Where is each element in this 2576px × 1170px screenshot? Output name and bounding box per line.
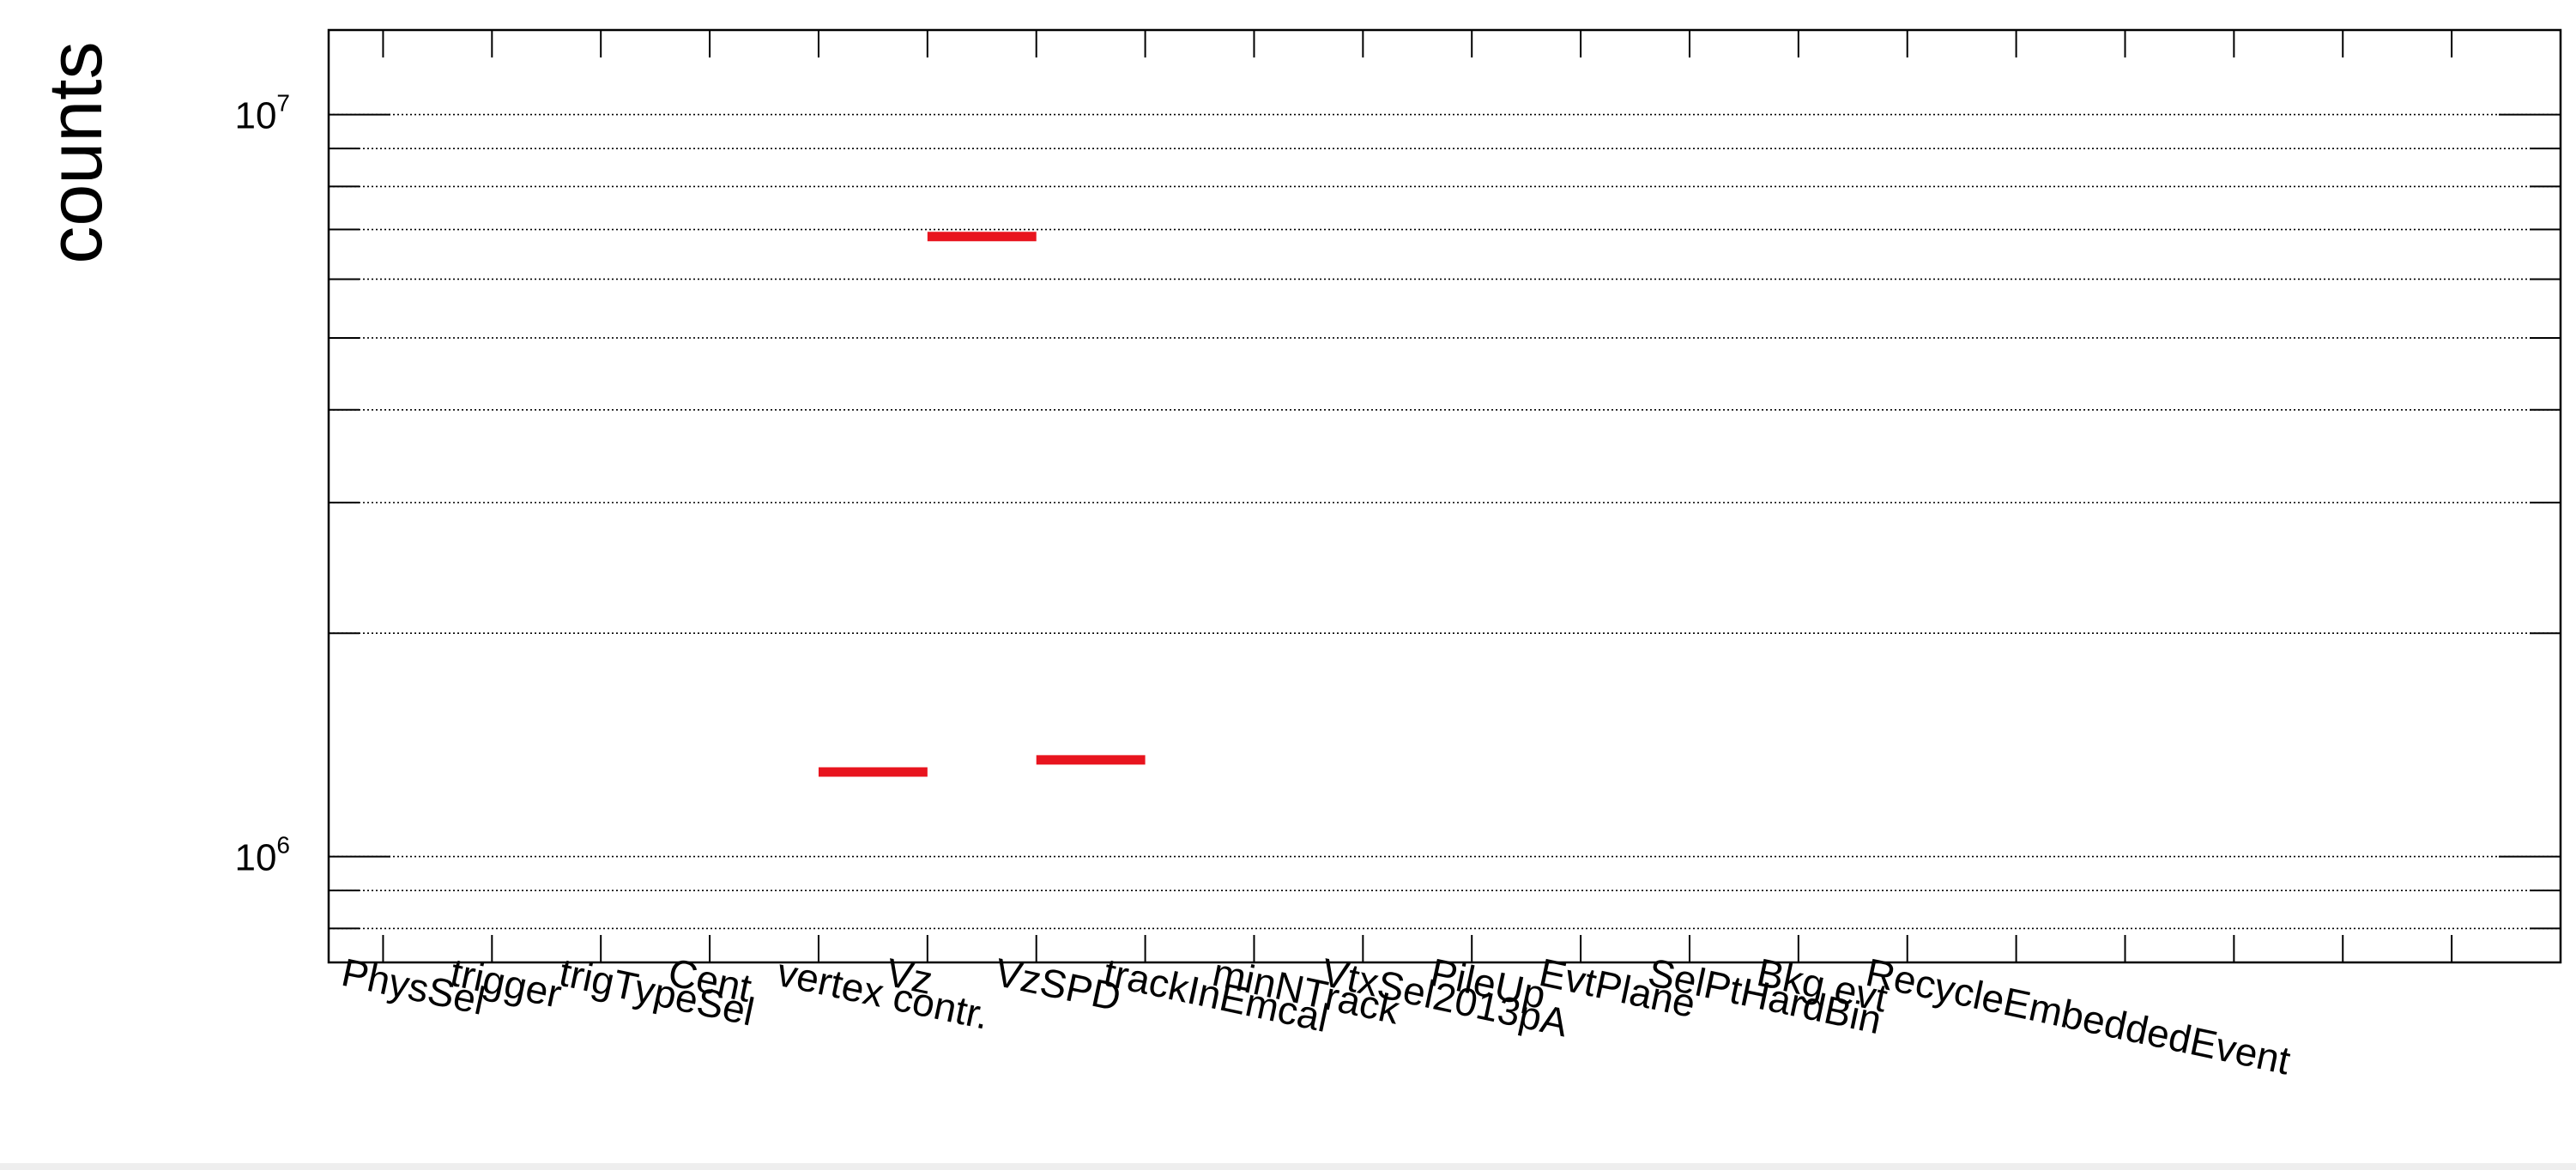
data-markers bbox=[818, 232, 1146, 777]
y-axis-label: counts bbox=[33, 41, 118, 263]
footer-divider bbox=[0, 1163, 2576, 1170]
axes-frame bbox=[327, 28, 2562, 964]
x-category-label: RecycleEmbeddedEvent bbox=[1862, 950, 2295, 1083]
grid-layer bbox=[329, 113, 2561, 930]
y-tick-label: 106 bbox=[234, 832, 290, 879]
plot-frame bbox=[327, 28, 2562, 964]
axis-ticks bbox=[329, 30, 2561, 962]
y-tick-label: 107 bbox=[234, 90, 290, 137]
x-category-label: Vz bbox=[882, 950, 936, 1003]
